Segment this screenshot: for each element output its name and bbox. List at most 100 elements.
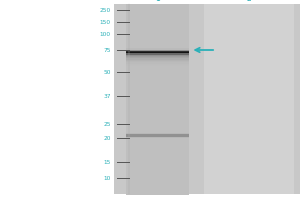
Bar [126, 104, 189, 106]
Bar [126, 110, 189, 112]
Bar [126, 155, 189, 157]
Bar [126, 107, 189, 108]
Bar [126, 39, 189, 41]
Bar [126, 115, 189, 117]
Bar [126, 176, 189, 178]
Bar [126, 171, 189, 173]
Bar [126, 88, 189, 89]
Bar [126, 179, 189, 181]
Bar [126, 37, 189, 39]
Bar [126, 4, 189, 6]
Bar [126, 66, 189, 68]
Bar [126, 147, 189, 149]
Text: 100: 100 [100, 31, 111, 36]
Bar [126, 131, 189, 133]
Bar [126, 76, 189, 78]
Bar [126, 112, 189, 114]
Bar [126, 167, 189, 169]
Bar [126, 36, 189, 38]
Bar [126, 175, 189, 177]
Bar [126, 10, 189, 12]
Bar [126, 128, 189, 130]
Bar [126, 17, 189, 19]
Bar [126, 108, 189, 110]
Bar [126, 143, 189, 145]
Bar [126, 51, 189, 53]
Bar [126, 90, 189, 92]
Bar [126, 150, 189, 152]
Bar [126, 41, 189, 43]
Bar [126, 22, 189, 24]
Bar [126, 161, 189, 163]
Bar [126, 69, 189, 70]
Bar [126, 7, 189, 8]
Bar [126, 31, 189, 32]
Bar [126, 13, 189, 15]
Bar [126, 183, 189, 184]
Bar [126, 71, 189, 73]
Bar [126, 134, 189, 136]
Bar [126, 136, 189, 138]
Bar [126, 43, 189, 45]
Bar [126, 18, 189, 20]
Bar [126, 193, 189, 195]
Bar [204, 4, 294, 194]
Bar [126, 85, 189, 87]
Text: 15: 15 [103, 160, 111, 164]
Bar [126, 57, 189, 59]
Bar [126, 133, 189, 135]
Bar [126, 89, 189, 91]
Bar [126, 137, 189, 139]
Text: 75: 75 [103, 47, 111, 52]
Text: 250: 250 [100, 7, 111, 12]
Bar [126, 102, 189, 103]
Bar [126, 28, 189, 30]
Text: 10: 10 [103, 176, 111, 180]
Bar [126, 118, 189, 120]
Bar [126, 67, 189, 69]
Bar [126, 189, 189, 191]
Bar [126, 83, 189, 84]
Text: 150: 150 [100, 20, 111, 24]
Text: 37: 37 [103, 94, 111, 98]
Bar [126, 140, 189, 141]
Bar [126, 86, 189, 88]
Bar [126, 148, 189, 150]
Bar [126, 109, 189, 111]
Bar [126, 46, 189, 48]
Bar [126, 160, 189, 162]
Bar [126, 84, 189, 86]
Bar [126, 56, 189, 58]
Bar [126, 50, 189, 51]
Bar [126, 60, 189, 62]
Bar [126, 81, 189, 83]
Bar [126, 20, 189, 22]
Bar [126, 126, 189, 127]
Bar [126, 93, 189, 95]
Bar [126, 156, 189, 158]
Bar [126, 119, 189, 121]
Bar [126, 52, 189, 54]
Bar [126, 184, 189, 186]
Bar [126, 72, 189, 74]
Bar [126, 103, 189, 105]
Bar [126, 123, 189, 125]
Bar [126, 45, 189, 46]
Bar [126, 191, 189, 193]
Text: 1: 1 [155, 0, 160, 3]
Bar [126, 174, 189, 176]
Bar [126, 129, 189, 131]
Bar [126, 164, 189, 165]
Bar [126, 61, 189, 63]
Bar [126, 132, 189, 134]
Bar [126, 48, 189, 50]
Bar [126, 127, 189, 129]
Bar [126, 190, 189, 192]
Bar [126, 33, 189, 35]
Bar [126, 55, 189, 57]
Bar [126, 80, 189, 82]
Bar [126, 138, 189, 140]
Bar [126, 114, 189, 116]
Bar [126, 169, 189, 171]
Bar [114, 4, 300, 194]
